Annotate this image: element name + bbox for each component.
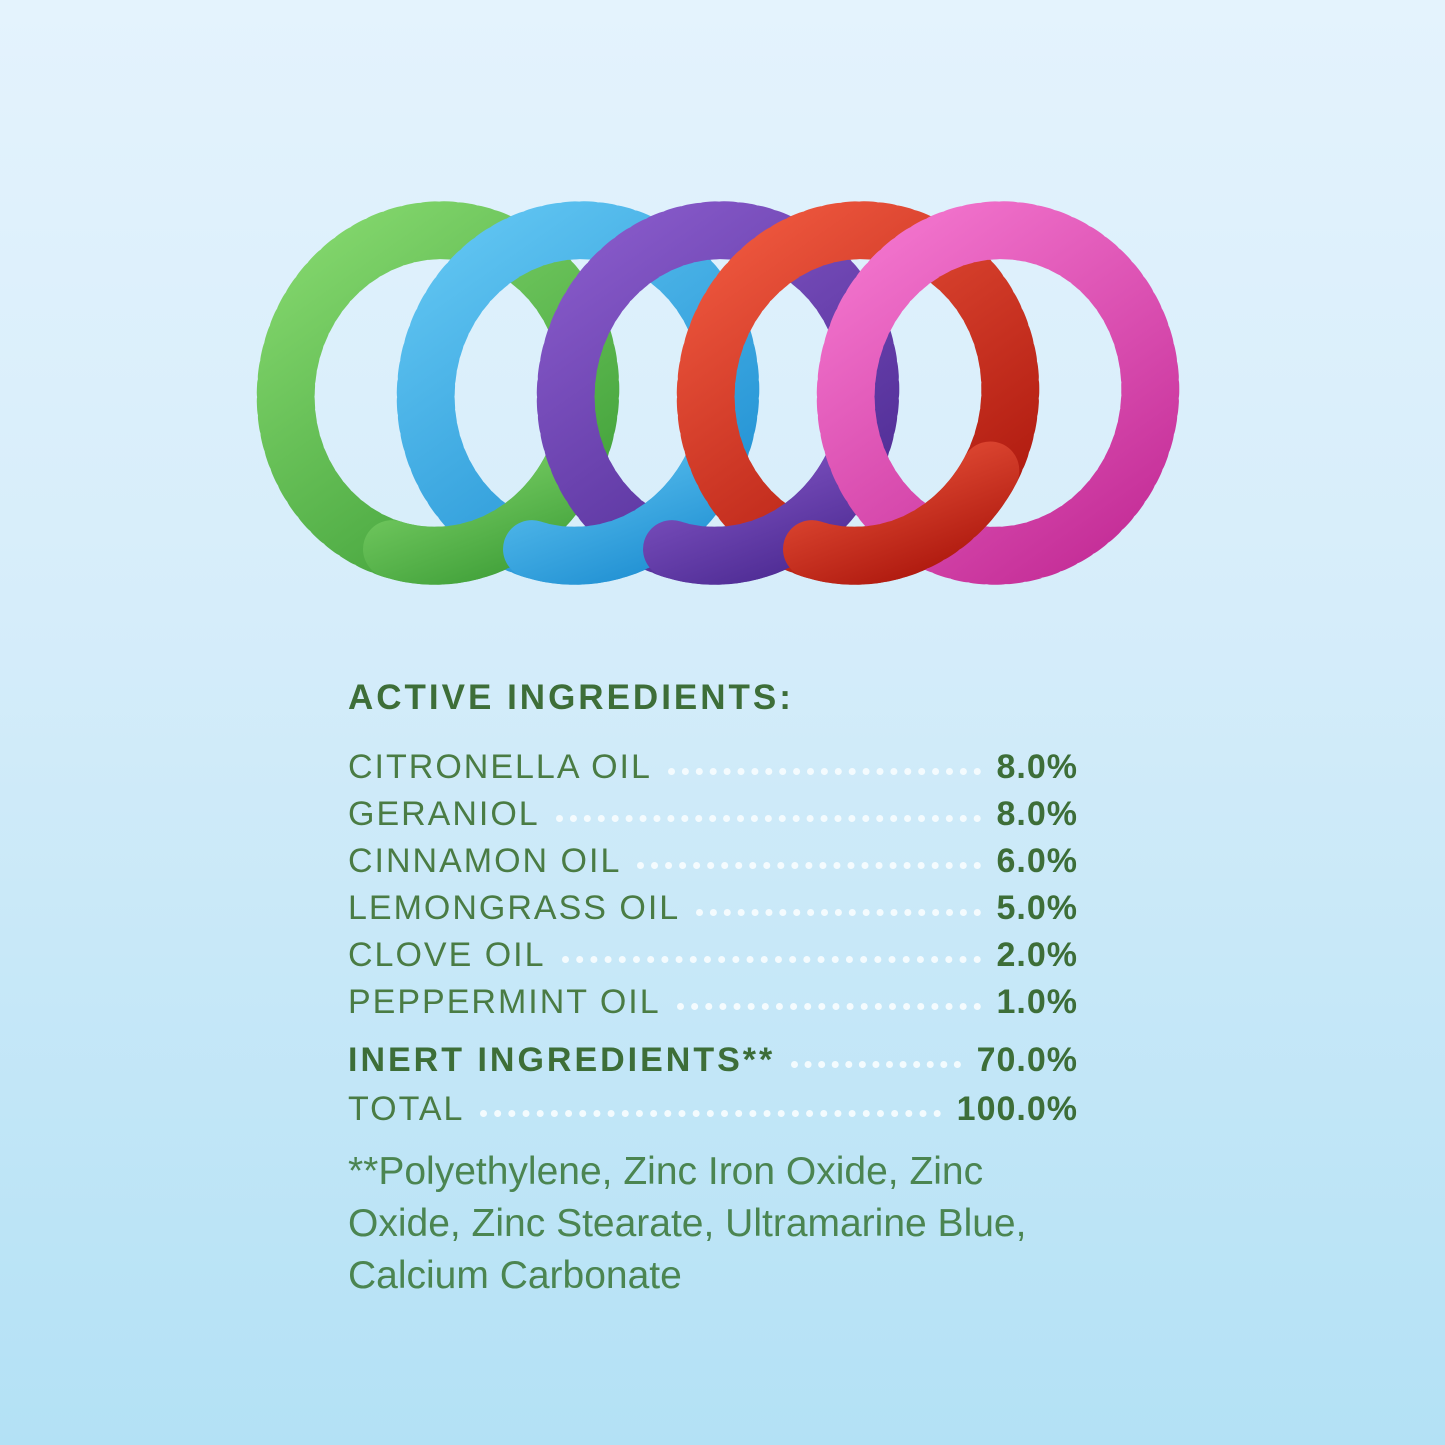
- inert-ingredients-footnote: **Polyethylene, Zinc Iron Oxide, Zinc Ox…: [348, 1150, 1027, 1297]
- ingredient-row: GERANIOL 8.0%: [348, 791, 1078, 838]
- inert-ingredients-row: INERT INGREDIENTS** 70.0%: [348, 1036, 1078, 1085]
- coil-bracelets-illustration: [256, 201, 1180, 585]
- ingredient-value: 1.0%: [996, 983, 1078, 1021]
- ingredient-value: 5.0%: [996, 889, 1078, 927]
- total-label: TOTAL: [348, 1090, 465, 1128]
- dotted-leader: [480, 1110, 941, 1117]
- dotted-leader: [696, 909, 981, 916]
- inert-ingredients-label: INERT INGREDIENTS**: [348, 1041, 776, 1079]
- ingredient-name: CINNAMON OIL: [348, 842, 622, 880]
- ingredient-row: CLOVE OIL 2.0%: [348, 932, 1078, 979]
- total-row: TOTAL 100.0%: [348, 1085, 1078, 1134]
- dotted-leader: [561, 956, 981, 963]
- bracelet-red-front-arc: [777, 441, 1020, 585]
- ingredients-panel: ACTIVE INGREDIENTS: CITRONELLA OIL 8.0% …: [348, 678, 1078, 1302]
- ingredient-row: CITRONELLA OIL 8.0%: [348, 744, 1078, 791]
- ingredient-value: 2.0%: [996, 936, 1078, 974]
- total-value: 100.0%: [956, 1090, 1078, 1128]
- ingredient-row: LEMONGRASS OIL 5.0%: [348, 885, 1078, 932]
- ingredient-name: LEMONGRASS OIL: [348, 889, 681, 927]
- inert-ingredients-value: 70.0%: [976, 1041, 1078, 1079]
- bracelet-purple-front-arc: [637, 441, 880, 585]
- dotted-leader: [637, 862, 981, 869]
- active-ingredients-list: CITRONELLA OIL 8.0% GERANIOL 8.0% CINNAM…: [348, 744, 1078, 1026]
- ingredient-name: CITRONELLA OIL: [348, 748, 652, 786]
- active-ingredients-heading: ACTIVE INGREDIENTS:: [348, 678, 794, 717]
- bracelet-blue-front-arc: [497, 441, 740, 585]
- ingredient-name: PEPPERMINT OIL: [348, 983, 661, 1021]
- ingredient-value: 8.0%: [996, 748, 1078, 786]
- ingredient-name: GERANIOL: [348, 795, 540, 833]
- summary-list: INERT INGREDIENTS** 70.0% TOTAL 100.0%: [348, 1036, 1078, 1134]
- ingredient-value: 8.0%: [996, 795, 1078, 833]
- ingredient-name: CLOVE OIL: [348, 936, 546, 974]
- dotted-leader: [667, 768, 981, 775]
- bracelet-green-front-arc: [357, 441, 600, 585]
- bracelet-pink: [816, 201, 1180, 585]
- ingredient-row: PEPPERMINT OIL 1.0%: [348, 979, 1078, 1026]
- dotted-leader: [791, 1061, 961, 1068]
- ingredient-value: 6.0%: [996, 842, 1078, 880]
- ingredient-row: CINNAMON OIL 6.0%: [348, 838, 1078, 885]
- dotted-leader: [555, 815, 981, 822]
- dotted-leader: [676, 1003, 981, 1010]
